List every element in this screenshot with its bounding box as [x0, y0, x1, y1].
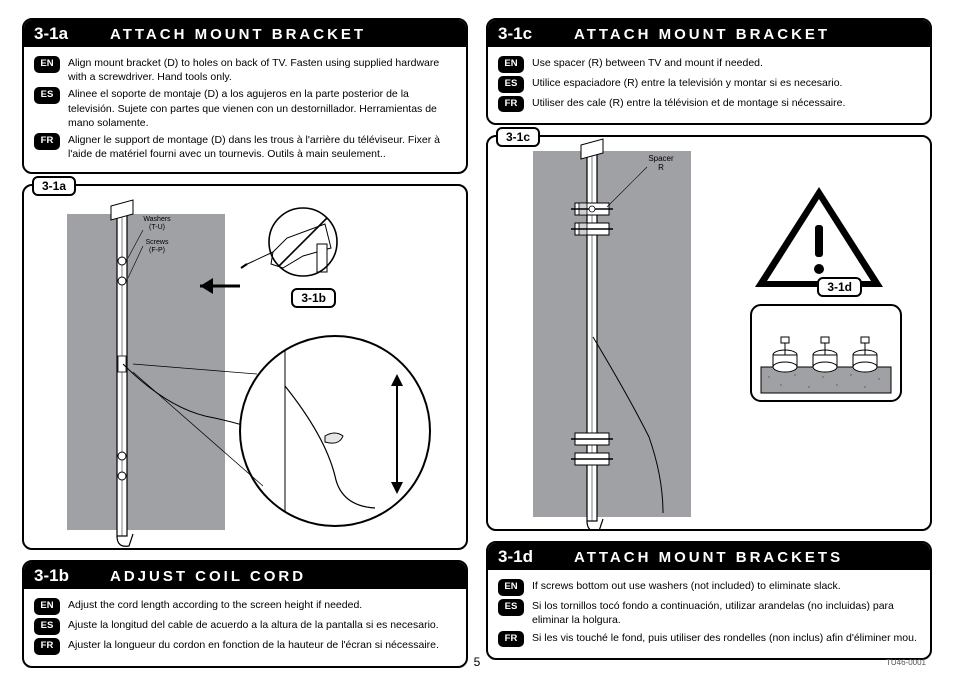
lang-pill: FR [498, 631, 524, 648]
lang-row-es: ES Alinee el soporte de montaje (D) a lo… [34, 87, 456, 130]
block-body: EN If screws bottom out use washers (not… [488, 570, 930, 658]
svg-text:R: R [658, 163, 664, 172]
diagram-tag-3-1d: 3-1d [817, 277, 862, 297]
lang-pill: FR [34, 638, 60, 655]
lang-pill: FR [498, 96, 524, 113]
instruction-block-3-1b: 3-1b ADJUST COIL CORD EN Adjust the cord… [22, 560, 468, 667]
lang-row-es: ES Ajuste la longitud del cable de acuer… [34, 618, 456, 635]
lang-row-es: ES Utilice espaciadore (R) entre la tele… [498, 76, 920, 93]
lang-pill: EN [34, 598, 60, 615]
footer-code: TU46-0001 [886, 658, 926, 667]
step-title: ADJUST COIL CORD [110, 568, 306, 585]
lang-row-fr: FR Ajuster la longueur du cordon en fonc… [34, 638, 456, 655]
block-body: EN Use spacer (R) between TV and mount i… [488, 47, 930, 123]
lang-pill: EN [498, 56, 524, 73]
step-number: 3-1c [498, 24, 550, 44]
label-screws: Screws [146, 239, 169, 246]
step-number: 3-1a [34, 24, 86, 44]
lang-text: Alinee el soporte de montaje (D) a los a… [68, 87, 456, 130]
instruction-block-3-1d: 3-1d ATTACH MOUNT BRACKETS EN If screws … [486, 541, 932, 660]
step-number: 3-1d [498, 547, 550, 567]
diagram-3-1a-3-1b: 3-1a 3-1b Washers [22, 184, 468, 550]
left-column: 3-1a ATTACH MOUNT BRACKET EN Align mount… [22, 18, 468, 668]
lang-pill: ES [34, 87, 60, 104]
lang-pill: EN [34, 56, 60, 73]
instruction-block-3-1c: 3-1c ATTACH MOUNT BRACKET EN Use spacer … [486, 18, 932, 125]
instruction-block-3-1a: 3-1a ATTACH MOUNT BRACKET EN Align mount… [22, 18, 468, 174]
diagram-tag-3-1c: 3-1c [496, 127, 540, 147]
lang-text: Align mount bracket (D) to holes on back… [68, 56, 456, 84]
page-number: 5 [474, 655, 481, 669]
lang-row-en: EN Adjust the cord length according to t… [34, 598, 456, 615]
lang-pill: EN [498, 579, 524, 596]
lang-text: Ajuster la longueur du cordon en fonctio… [68, 638, 456, 652]
diagram-3-1c-3-1d: 3-1c 3-1d [486, 135, 932, 531]
lang-row-en: EN If screws bottom out use washers (not… [498, 579, 920, 596]
block-header: 3-1d ATTACH MOUNT BRACKETS [488, 543, 930, 570]
label-washers: Washers [143, 216, 171, 223]
lang-row-fr: FR Si les vis touché le fond, puis utili… [498, 631, 920, 648]
lang-text: Utilice espaciadore (R) entre la televis… [532, 76, 920, 90]
diagram-tag-3-1a: 3-1a [32, 176, 76, 196]
lang-pill: FR [34, 133, 60, 150]
lang-text: If screws bottom out use washers (not in… [532, 579, 920, 593]
block-header: 3-1b ADJUST COIL CORD [24, 562, 466, 589]
lang-text: Utiliser des cale (R) entre la télévisio… [532, 96, 920, 110]
right-column: 3-1c ATTACH MOUNT BRACKET EN Use spacer … [486, 18, 932, 668]
lang-row-en: EN Use spacer (R) between TV and mount i… [498, 56, 920, 73]
lang-text: Ajuste la longitud del cable de acuerdo … [68, 618, 456, 632]
lang-row-fr: FR Aligner le support de montage (D) dan… [34, 133, 456, 161]
warning-icon [755, 187, 883, 287]
lang-text: Si les vis touché le fond, puis utiliser… [532, 631, 920, 645]
step-title: ATTACH MOUNT BRACKETS [574, 549, 843, 566]
block-body: EN Align mount bracket (D) to holes on b… [24, 47, 466, 172]
diagram-left-svg: Washers (T-U) Screws (F-P) [24, 186, 466, 548]
block-header: 3-1a ATTACH MOUNT BRACKET [24, 20, 466, 47]
drill-icon [241, 208, 337, 276]
lang-text: Use spacer (R) between TV and mount if n… [532, 56, 920, 70]
diagram-right-svg: Spacer R [488, 137, 930, 529]
lang-pill: ES [34, 618, 60, 635]
lang-pill: ES [498, 76, 524, 93]
lang-pill: ES [498, 599, 524, 616]
svg-text:(T-U): (T-U) [149, 224, 165, 231]
lang-row-es: ES Si los tornillos tocó fondo a continu… [498, 599, 920, 627]
step-title: ATTACH MOUNT BRACKET [574, 26, 830, 43]
lang-text: Adjust the cord length according to the … [68, 598, 456, 612]
lang-text: Aligner le support de montage (D) dans l… [68, 133, 456, 161]
page-grid: 3-1a ATTACH MOUNT BRACKET EN Align mount… [22, 18, 932, 668]
lang-text: Si los tornillos tocó fondo a continuaci… [532, 599, 920, 627]
lang-row-fr: FR Utiliser des cale (R) entre la télévi… [498, 96, 920, 113]
block-header: 3-1c ATTACH MOUNT BRACKET [488, 20, 930, 47]
step-number: 3-1b [34, 566, 86, 586]
svg-text:(F-P): (F-P) [149, 247, 165, 254]
label-spacer: Spacer [648, 154, 674, 163]
diagram-tag-3-1b: 3-1b [291, 288, 336, 308]
block-body: EN Adjust the cord length according to t… [24, 589, 466, 665]
step-title: ATTACH MOUNT BRACKET [110, 26, 366, 43]
lang-row-en: EN Align mount bracket (D) to holes on b… [34, 56, 456, 84]
